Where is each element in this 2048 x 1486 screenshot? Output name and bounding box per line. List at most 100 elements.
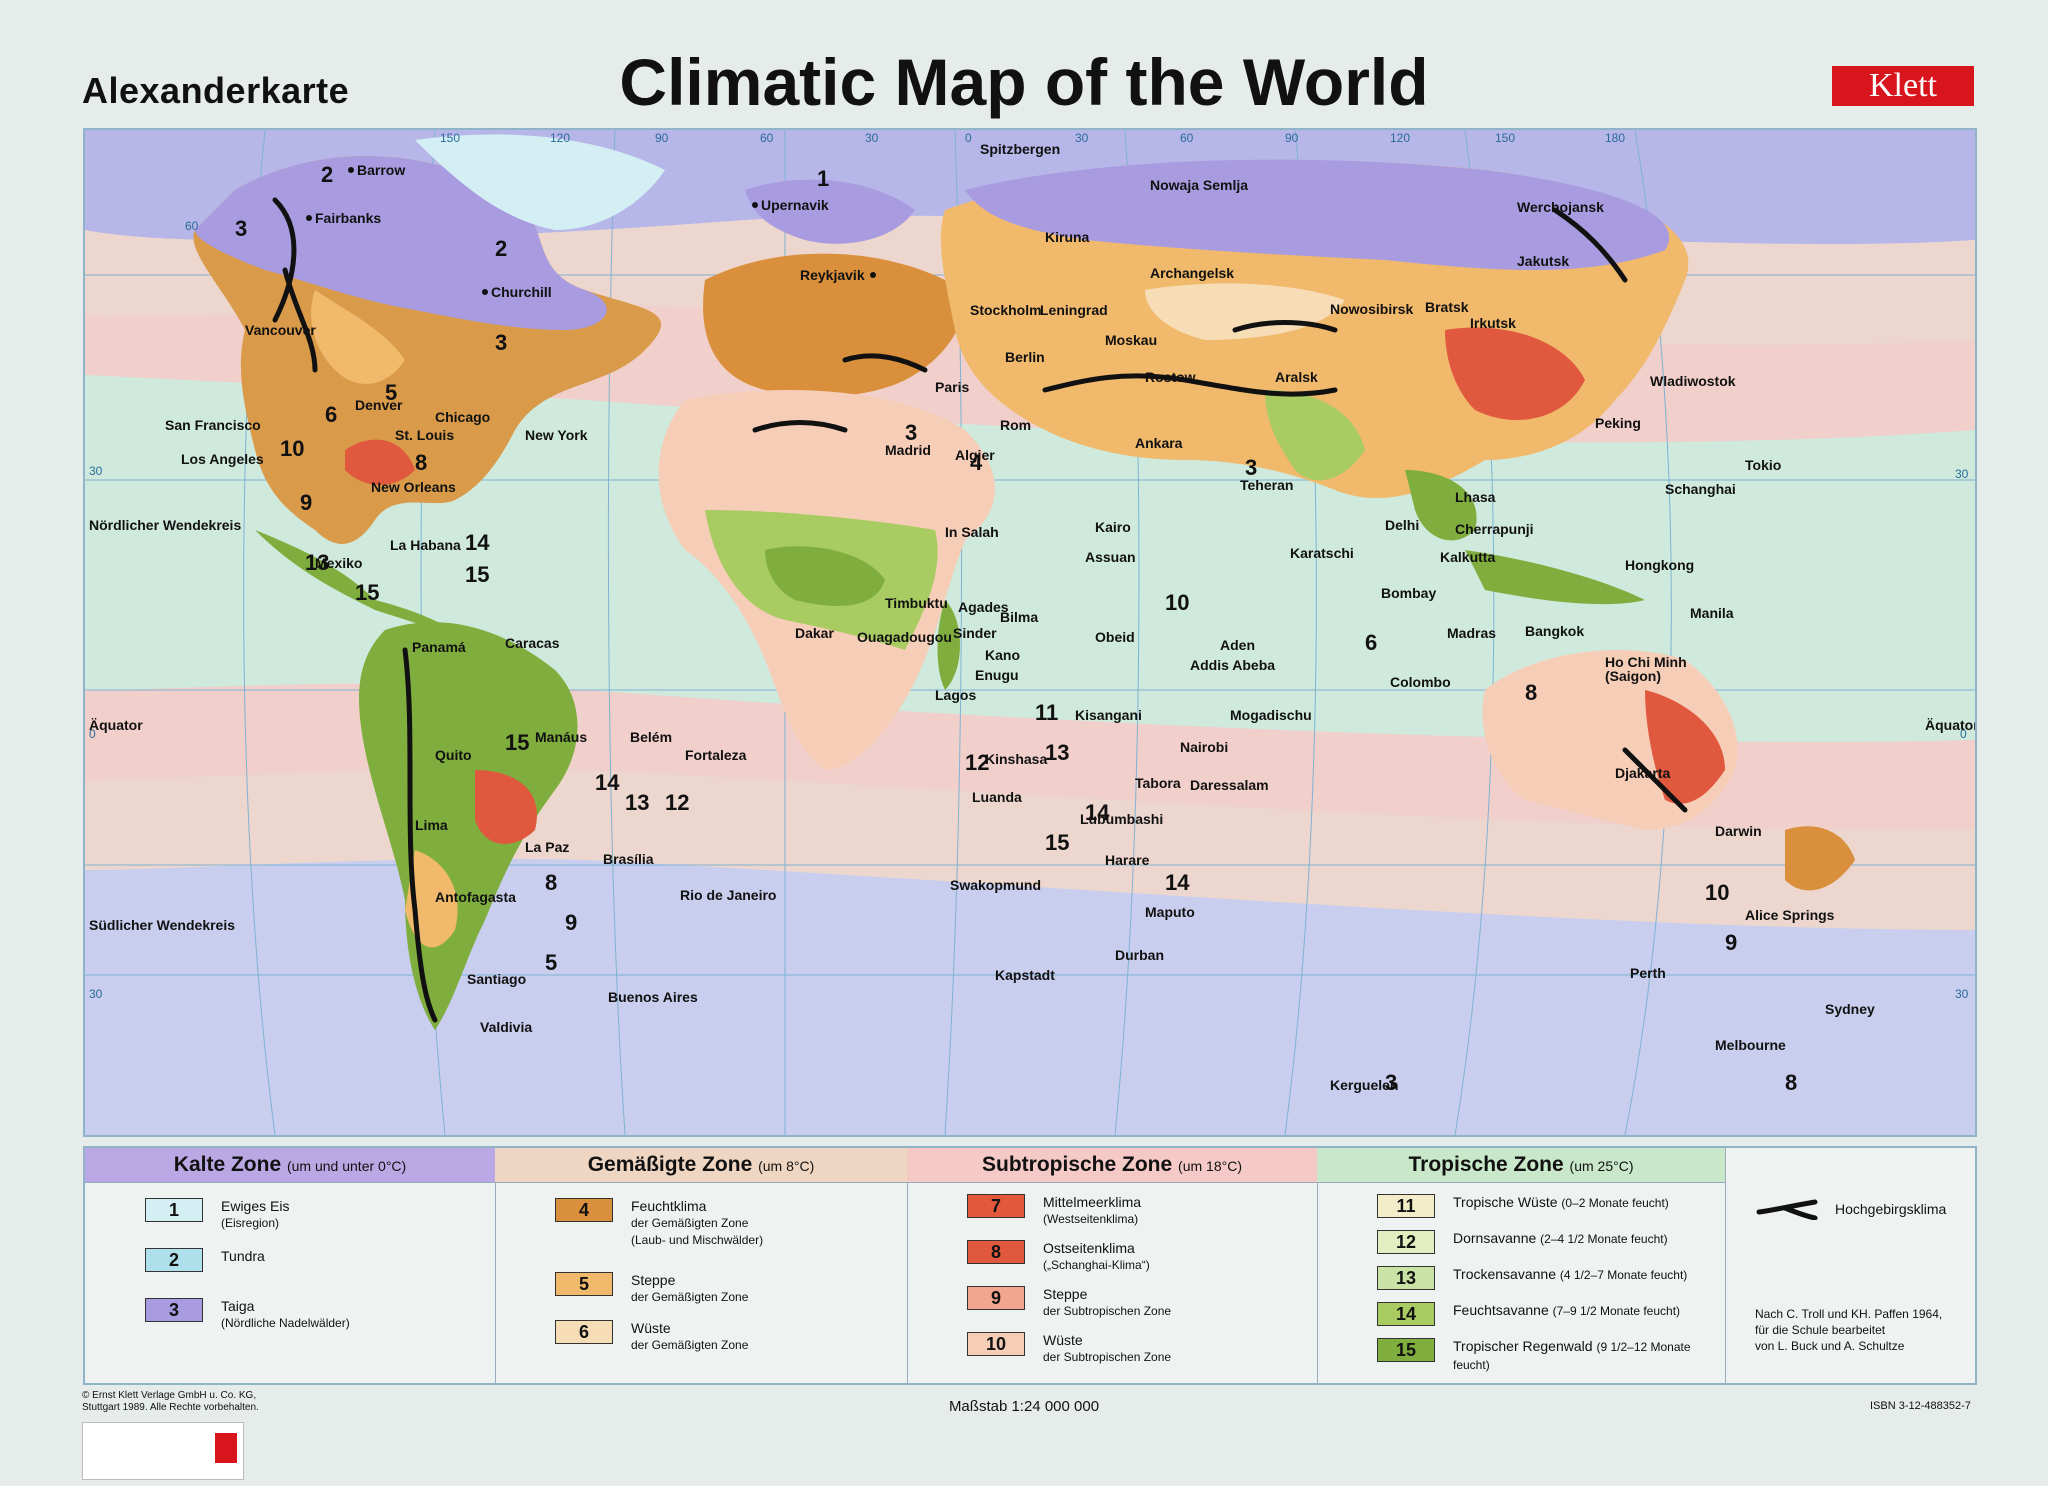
legend-item-1: 1 Ewiges Eis (Eisregion) — [145, 1198, 289, 1232]
central-america-land — [255, 530, 475, 650]
place-saigon: (Saigon) — [1605, 668, 1661, 684]
place-paris: Paris — [935, 379, 969, 395]
mini-thumbnail — [82, 1422, 244, 1480]
place-timbuktu: Timbuktu — [885, 595, 948, 611]
lat-label-0-right: 0 — [1960, 727, 1967, 741]
india-land — [1265, 390, 1365, 481]
lat-label-30n-right: 30 — [1955, 467, 1969, 481]
svg-text:15: 15 — [505, 730, 529, 755]
new-zealand-land — [1785, 826, 1855, 891]
legend-text-11: Tropische Wüste (0–2 Monate feucht) — [1453, 1194, 1669, 1212]
place-swakopmund: Swakopmund — [950, 877, 1041, 893]
legend-subtropical-head: Subtropische Zone (um 18°C) — [907, 1148, 1317, 1183]
legend-desc-3: (Nördliche Nadelwälder) — [221, 1316, 350, 1330]
world-map[interactable]: 150 120 90 60 30 0 30 60 90 120 150 180 … — [83, 128, 1977, 1137]
svg-text:8: 8 — [1525, 680, 1537, 705]
place-karatschi: Karatschi — [1290, 545, 1354, 561]
place-teheran: Teheran — [1240, 477, 1293, 493]
svg-text:14: 14 — [595, 770, 620, 795]
place-aralsk: Aralsk — [1275, 369, 1318, 385]
swatch-12: 12 — [1377, 1230, 1435, 1254]
legend-subtropical-title: Subtropische Zone — [982, 1153, 1173, 1176]
isbn: ISBN 3-12-488352-7 — [1870, 1400, 1971, 1412]
place-djakarta: Djakarta — [1615, 765, 1670, 781]
place-alice-springs: Alice Springs — [1745, 907, 1835, 923]
legend-text-4: Feuchtklima der Gemäßigten Zone (Laub- u… — [631, 1198, 763, 1249]
svg-text:15: 15 — [465, 562, 489, 587]
china-ostseiten — [1445, 327, 1585, 420]
legend-credit: Nach C. Troll und KH. Paffen 1964, für d… — [1755, 1306, 1965, 1354]
place-madras: Madras — [1447, 625, 1496, 641]
legend-item-4: 4 Feuchtklima der Gemäßigten Zone (Laub-… — [555, 1198, 763, 1249]
svg-text:10: 10 — [280, 436, 304, 461]
svg-text:14: 14 — [1165, 870, 1190, 895]
place-nowosibirsk: Nowosibirsk — [1330, 301, 1413, 317]
credit-line-2: für die Schule bearbeitet — [1755, 1323, 1886, 1337]
svg-text:6: 6 — [325, 402, 337, 427]
place-lagos: Lagos — [935, 687, 976, 703]
legend-item-13: 13 Trockensavanne (4 1/2–7 Monate feucht… — [1377, 1266, 1687, 1290]
legend-desc-13: (4 1/2–7 Monate feucht) — [1559, 1268, 1688, 1282]
place-vancouver: Vancouver — [245, 322, 316, 338]
place-stockholm: Stockholm — [970, 302, 1042, 318]
place-wladiwostok: Wladiwostok — [1650, 373, 1736, 389]
legend-cold-temp: (um und unter 0°C) — [286, 1158, 407, 1174]
copyright: © Ernst Klett Verlage GmbH u. Co. KG, St… — [82, 1390, 322, 1414]
place-rio: Rio de Janeiro — [680, 887, 776, 903]
place-in-salah: In Salah — [945, 524, 999, 540]
place-daressalam: Daressalam — [1190, 777, 1269, 793]
legend-desc-11: (0–2 Monate feucht) — [1561, 1196, 1669, 1210]
legend-temperate-head: Gemäßigte Zone (um 8°C) — [495, 1148, 907, 1183]
place-delhi: Delhi — [1385, 517, 1419, 533]
copyright-line-1: © Ernst Klett Verlage GmbH u. Co. KG, — [82, 1390, 257, 1401]
place-sinder: Sinder — [953, 625, 997, 641]
svg-text:10: 10 — [1705, 880, 1729, 905]
legend-item-12: 12 Dornsavanne (2–4 1/2 Monate feucht) — [1377, 1230, 1668, 1254]
place-kano: Kano — [985, 647, 1020, 663]
legend-item-10: 10 Wüste der Subtropischen Zone — [967, 1332, 1171, 1366]
place-antofagasta: Antofagasta — [435, 889, 516, 905]
publisher-logo: Klett — [1832, 66, 1974, 106]
place-durban: Durban — [1115, 947, 1164, 963]
place-madrid: Madrid — [885, 442, 931, 458]
north-america-ostseiten — [345, 439, 415, 485]
greenland-ice — [415, 134, 665, 230]
place-churchill: Churchill — [491, 284, 552, 300]
place-spitzbergen: Spitzbergen — [980, 141, 1060, 157]
credit-line-1: Nach C. Troll und KH. Paffen 1964, — [1755, 1307, 1943, 1321]
place-lhasa: Lhasa — [1455, 489, 1496, 505]
long-label-150e: 150 — [1495, 131, 1515, 145]
svg-text:8: 8 — [545, 870, 557, 895]
legend-item-2: 2 Tundra — [145, 1248, 265, 1272]
place-ho-chi-minh: Ho Chi Minh — [1605, 654, 1687, 670]
place-colombo: Colombo — [1390, 674, 1451, 690]
long-label-120e: 120 — [1390, 131, 1410, 145]
place-nairobi: Nairobi — [1180, 739, 1228, 755]
swatch-9: 9 — [967, 1286, 1025, 1310]
equator-label-right: Äquator — [1925, 717, 1975, 733]
place-assuan: Assuan — [1085, 549, 1136, 565]
svg-text:9: 9 — [565, 910, 577, 935]
place-irkutsk: Irkutsk — [1470, 315, 1516, 331]
svg-text:5: 5 — [385, 380, 397, 405]
place-kalkutta: Kalkutta — [1440, 549, 1495, 565]
place-manila: Manila — [1690, 605, 1734, 621]
legend-subtropical-temp: (um 18°C) — [1178, 1158, 1242, 1174]
svg-text:13: 13 — [625, 790, 649, 815]
tropical-zone-band — [85, 375, 1975, 742]
legend-desc-4a: der Gemäßigten Zone — [631, 1216, 749, 1230]
legend-tropical-title: Tropische Zone — [1408, 1153, 1564, 1176]
place-kerguelen: Kerguelen — [1330, 1077, 1398, 1093]
place-rom: Rom — [1000, 417, 1031, 433]
place-cherrapunji: Cherrapunji — [1455, 521, 1534, 537]
place-dot-upernavik — [752, 202, 758, 208]
place-sydney: Sydney — [1825, 1001, 1875, 1017]
legend-desc-5: der Gemäßigten Zone — [631, 1290, 749, 1304]
legend-desc-1: (Eisregion) — [221, 1216, 280, 1230]
long-label-120w: 120 — [550, 131, 570, 145]
place-labels: Barrow Fairbanks Churchill Upernavik Rey… — [165, 141, 1875, 1093]
credit-line-3: von L. Buck und A. Schultze — [1755, 1339, 1905, 1353]
place-hongkong: Hongkong — [1625, 557, 1694, 573]
svg-text:4: 4 — [970, 450, 983, 475]
place-berlin: Berlin — [1005, 349, 1045, 365]
